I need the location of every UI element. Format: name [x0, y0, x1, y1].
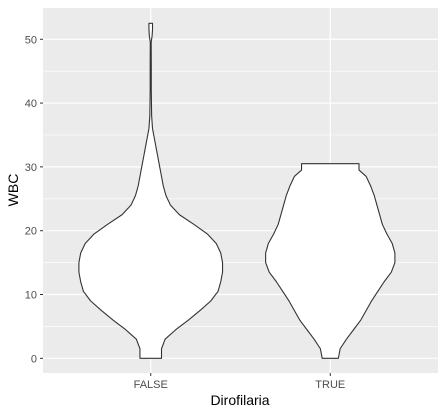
y-tick-label: 30 [25, 162, 37, 174]
y-axis-title: WBC [5, 174, 21, 207]
x-tick-label: TRUE [315, 379, 345, 391]
violin-true [265, 163, 396, 359]
y-tick-label: 0 [31, 353, 37, 365]
y-tick-label: 10 [25, 290, 37, 302]
y-tick-label: 50 [25, 34, 37, 46]
violins [78, 22, 396, 359]
violin-false [78, 22, 224, 359]
x-tick-label: FALSE [134, 379, 168, 391]
x-axis-title: Dirofilaria [210, 392, 269, 408]
plot-panel [43, 8, 438, 373]
y-axis: 0 10 20 30 40 50 [25, 34, 43, 365]
y-tick-label: 40 [25, 98, 37, 110]
y-tick-label: 20 [25, 226, 37, 238]
x-axis: FALSE TRUE [134, 373, 345, 391]
